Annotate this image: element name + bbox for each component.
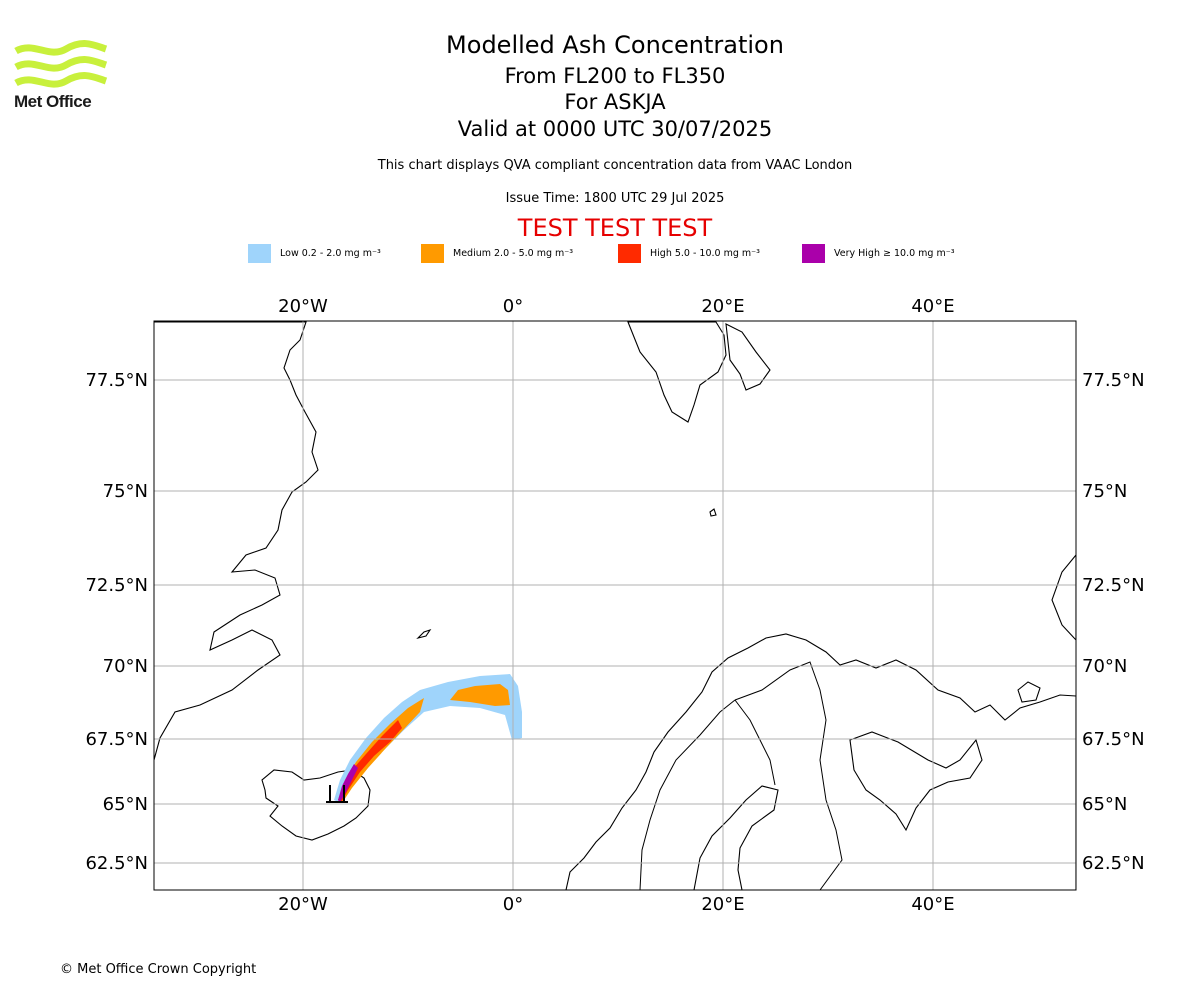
lat-label-left-67-5: 67.5°N [85,729,148,750]
novaya-zemlya-coast [1051,554,1076,641]
legend-label-very-high: Very High ≥ 10.0 mg m⁻³ [834,248,955,259]
lat-label-right-67-5: 67.5°N [1082,729,1145,750]
white-sea-coast [849,731,983,832]
lat-label-right-77-5: 77.5°N [1082,370,1145,391]
jan-mayen-coast [416,628,432,640]
legend-medium: Medium 2.0 - 5.0 mg m⁻³ [421,244,573,263]
kola-lake-coast [1017,681,1041,703]
issue-time: Issue Time: 1800 UTC 29 Jul 2025 [505,191,725,206]
ash-medium-east [450,684,510,706]
lat-label-right-65: 65°N [1082,794,1127,815]
lon-label-bottom-0: 0° [503,894,523,915]
lon-label-bottom-20w: 20°W [278,894,328,915]
lat-label-left-72-5: 72.5°N [85,575,148,596]
ash-high [338,720,402,803]
lon-label-top-0: 0° [503,296,523,317]
svalbard-east-coast [725,323,771,391]
svalbard-coast [627,321,727,423]
lon-label-bottom-40e: 40°E [911,894,954,915]
greenland-coast [154,321,319,761]
lon-label-bottom-20e: 20°E [701,894,744,915]
lat-label-left-75: 75°N [103,481,148,502]
chart-title: Modelled Ash Concentration [446,31,784,59]
lat-label-right-72-5: 72.5°N [1082,575,1145,596]
graticule [154,321,1076,890]
volcano-name: For ASKJA [564,90,666,114]
lat-label-left-70: 70°N [103,656,148,677]
legend-swatch-medium [421,244,444,263]
map-frame [153,320,1077,891]
legend-label-medium: Medium 2.0 - 5.0 mg m⁻³ [453,248,574,259]
met-office-logo [14,40,108,88]
logo-wordmark: Met Office [14,92,92,111]
valid-time: Valid at 0000 UTC 30/07/2025 [457,117,773,141]
legend-label-low: Low 0.2 - 2.0 mg m⁻³ [280,248,381,259]
volcano-marker [326,785,348,803]
legend-low: Low 0.2 - 2.0 mg m⁻³ [248,244,381,263]
lat-label-right-70: 70°N [1082,656,1127,677]
legend-swatch-high [618,244,641,263]
bothnia-coast [693,785,779,890]
qva-note: This chart displays QVA compliant concen… [377,158,853,173]
lat-label-left-65: 65°N [103,794,148,815]
lat-label-right-62-5: 62.5°N [1082,853,1145,874]
coastlines [154,321,1076,890]
lon-label-top-20e: 20°E [701,296,744,317]
ash-medium [338,698,424,803]
country-borders [639,661,843,890]
lat-label-left-77-5: 77.5°N [85,370,148,391]
flight-level-range: From FL200 to FL350 [504,64,726,88]
scandinavia-coast [565,633,1076,890]
legend-label-high: High 5.0 - 10.0 mg m⁻³ [650,248,760,259]
lon-label-top-40e: 40°E [911,296,954,317]
legend-swatch-low [248,244,271,263]
lat-label-left-62-5: 62.5°N [85,853,148,874]
test-banner: TEST TEST TEST [517,214,713,242]
lat-label-right-75: 75°N [1082,481,1127,502]
lon-label-top-20w: 20°W [278,296,328,317]
legend-swatch-very-high [802,244,825,263]
ash-plume [326,674,522,803]
legend-very-high: Very High ≥ 10.0 mg m⁻³ [802,244,955,263]
legend-high: High 5.0 - 10.0 mg m⁻³ [618,244,760,263]
bear-island-coast [709,508,717,517]
ash-low [334,674,522,803]
copyright: © Met Office Crown Copyright [60,962,257,977]
